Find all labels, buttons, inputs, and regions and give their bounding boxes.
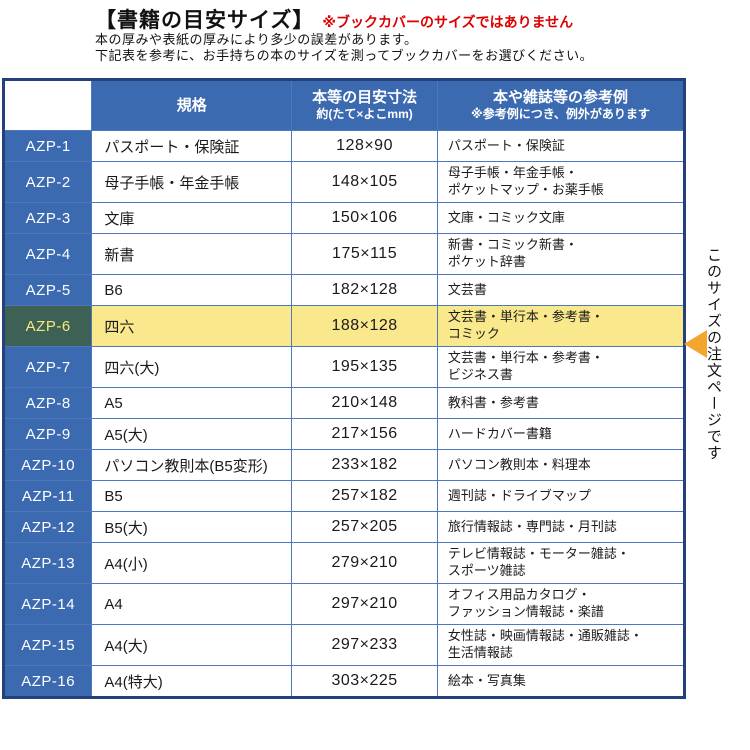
row-code-cell: AZP-8 (2, 387, 93, 419)
row-reference-cell: 絵本・写真集 (436, 665, 686, 698)
table-row: AZP-14 A4 297×210 オフィス用品カタログ・ ファッション情報誌・楽譜 (2, 583, 686, 625)
row-kikaku-cell: A4(小) (91, 542, 293, 584)
table-row: AZP-16 A4(特大) 303×225 絵本・写真集 (2, 665, 686, 698)
row-reference-cell: 文庫・コミック文庫 (436, 202, 686, 234)
row-kikaku-cell: パソコン教則本(B5変形) (91, 449, 293, 481)
header-reference-line1: 本や雑誌等の参考例 (492, 89, 628, 107)
table-row: AZP-5 B6 182×128 文芸書 (2, 274, 686, 306)
table-row: AZP-2 母子手帳・年金手帳 148×105 母子手帳・年金手帳・ ポケットマップ・… (2, 161, 686, 203)
row-code-cell: AZP-10 (2, 449, 93, 481)
row-reference-cell: 文芸書 (436, 274, 686, 306)
row-kikaku-cell: A4(大) (91, 624, 293, 666)
header-size-line1: 本等の目安寸法 (312, 89, 418, 107)
row-reference-cell: 女性誌・映画情報誌・通販雑誌・ 生活情報誌 (436, 624, 686, 666)
row-kikaku-cell: 新書 (91, 233, 293, 275)
order-page-vertical-note: このサイズの注文ページです (705, 247, 722, 462)
row-reference-cell: テレビ情報誌・モーター雑誌・ スポーツ雑誌 (436, 542, 686, 584)
row-reference-cell: 教科書・参考書 (436, 387, 686, 419)
row-kikaku-cell: 四六 (91, 305, 293, 347)
table-row: AZP-3 文庫 150×106 文庫・コミック文庫 (2, 202, 686, 234)
row-kikaku-cell: A5(大) (91, 418, 293, 450)
row-code-cell: AZP-11 (2, 480, 93, 512)
row-reference-cell: オフィス用品カタログ・ ファッション情報誌・楽譜 (436, 583, 686, 625)
table-row: AZP-11 B5 257×182 週刊誌・ドライブマップ (2, 480, 686, 512)
header-size-line2: 約(たて×よこmm) (316, 107, 413, 122)
table-row: AZP-6 四六 188×128 文芸書・単行本・参考書・ コミック (2, 305, 686, 347)
row-code-cell: AZP-4 (2, 233, 93, 275)
row-code-cell: AZP-12 (2, 511, 93, 543)
row-size-cell: 148×105 (291, 161, 438, 203)
row-code-cell: AZP-6 (2, 305, 93, 347)
row-size-cell: 257×205 (291, 511, 438, 543)
row-kikaku-cell: 四六(大) (91, 346, 293, 388)
table-row: AZP-10 パソコン教則本(B5変形) 233×182 パソコン教則本・料理本 (2, 449, 686, 481)
row-kikaku-cell: A4 (91, 583, 293, 625)
header-size: 本等の目安寸法 約(たて×よこmm) (291, 79, 438, 131)
row-reference-cell: 新書・コミック新書・ ポケット辞書 (436, 233, 686, 275)
row-reference-cell: 旅行情報誌・専門誌・月刊誌 (436, 511, 686, 543)
header-reference-line2: ※参考例につき、例外があります (471, 107, 650, 122)
row-code-cell: AZP-1 (2, 130, 93, 162)
highlight-arrow-icon (684, 330, 707, 358)
row-size-cell: 182×128 (291, 274, 438, 306)
description-line-2: 下記表を参考に、お手持ちの本のサイズを測ってブックカバーをお選びください。 (95, 48, 594, 63)
row-size-cell: 188×128 (291, 305, 438, 347)
row-reference-cell: 母子手帳・年金手帳・ ポケットマップ・お薬手帳 (436, 161, 686, 203)
row-code-cell: AZP-2 (2, 161, 93, 203)
row-size-cell: 195×135 (291, 346, 438, 388)
row-code-cell: AZP-14 (2, 583, 93, 625)
header-corner-cell (2, 79, 93, 131)
row-size-cell: 279×210 (291, 542, 438, 584)
row-size-cell: 297×233 (291, 624, 438, 666)
row-code-cell: AZP-7 (2, 346, 93, 388)
row-size-cell: 217×156 (291, 418, 438, 450)
header: 【書籍の目安サイズ】 ※ブックカバーのサイズではありません (95, 4, 573, 34)
row-code-cell: AZP-15 (2, 624, 93, 666)
size-table: 規格 本等の目安寸法 約(たて×よこmm) 本や雑誌等の参考例 ※参考例につき、… (2, 78, 686, 699)
row-kikaku-cell: B5 (91, 480, 293, 512)
row-reference-cell: パスポート・保険証 (436, 130, 686, 162)
description-line-1: 本の厚みや表紙の厚みにより多少の誤差があります。 (95, 32, 418, 47)
row-size-cell: 303×225 (291, 665, 438, 698)
row-reference-cell: 文芸書・単行本・参考書・ コミック (436, 305, 686, 347)
row-size-cell: 150×106 (291, 202, 438, 234)
row-kikaku-cell: B5(大) (91, 511, 293, 543)
row-size-cell: 175×115 (291, 233, 438, 275)
row-code-cell: AZP-16 (2, 665, 93, 698)
row-kikaku-cell: A4(特大) (91, 665, 293, 698)
row-kikaku-cell: 文庫 (91, 202, 293, 234)
row-size-cell: 233×182 (291, 449, 438, 481)
row-reference-cell: 文芸書・単行本・参考書・ ビジネス書 (436, 346, 686, 388)
row-code-cell: AZP-9 (2, 418, 93, 450)
row-reference-cell: ハードカバー書籍 (436, 418, 686, 450)
row-code-cell: AZP-13 (2, 542, 93, 584)
row-kikaku-cell: B6 (91, 274, 293, 306)
row-kikaku-cell: パスポート・保険証 (91, 130, 293, 162)
row-code-cell: AZP-3 (2, 202, 93, 234)
row-reference-cell: 週刊誌・ドライブマップ (436, 480, 686, 512)
table-row: AZP-13 A4(小) 279×210 テレビ情報誌・モーター雑誌・ スポーツ雑誌 (2, 542, 686, 584)
table-header-row: 規格 本等の目安寸法 約(たて×よこmm) 本や雑誌等の参考例 ※参考例につき、… (2, 79, 686, 131)
table-row: AZP-7 四六(大) 195×135 文芸書・単行本・参考書・ ビジネス書 (2, 346, 686, 388)
header-reference: 本や雑誌等の参考例 ※参考例につき、例外があります (436, 79, 686, 131)
title-warning-note: ※ブックカバーのサイズではありません (322, 14, 574, 30)
row-size-cell: 210×148 (291, 387, 438, 419)
row-reference-cell: パソコン教則本・料理本 (436, 449, 686, 481)
page-title: 【書籍の目安サイズ】 (95, 9, 315, 32)
row-size-cell: 297×210 (291, 583, 438, 625)
table-row: AZP-4 新書 175×115 新書・コミック新書・ ポケット辞書 (2, 233, 686, 275)
row-code-cell: AZP-5 (2, 274, 93, 306)
row-size-cell: 128×90 (291, 130, 438, 162)
table-row: AZP-12 B5(大) 257×205 旅行情報誌・専門誌・月刊誌 (2, 511, 686, 543)
table-row: AZP-9 A5(大) 217×156 ハードカバー書籍 (2, 418, 686, 450)
header-kikaku-label: 規格 (176, 96, 207, 114)
table-row: AZP-1 パスポート・保険証 128×90 パスポート・保険証 (2, 130, 686, 162)
row-size-cell: 257×182 (291, 480, 438, 512)
row-kikaku-cell: 母子手帳・年金手帳 (91, 161, 293, 203)
header-kikaku: 規格 (91, 79, 293, 131)
row-kikaku-cell: A5 (91, 387, 293, 419)
table-row: AZP-15 A4(大) 297×233 女性誌・映画情報誌・通販雑誌・ 生活情報誌 (2, 624, 686, 666)
table-row: AZP-8 A5 210×148 教科書・参考書 (2, 387, 686, 419)
